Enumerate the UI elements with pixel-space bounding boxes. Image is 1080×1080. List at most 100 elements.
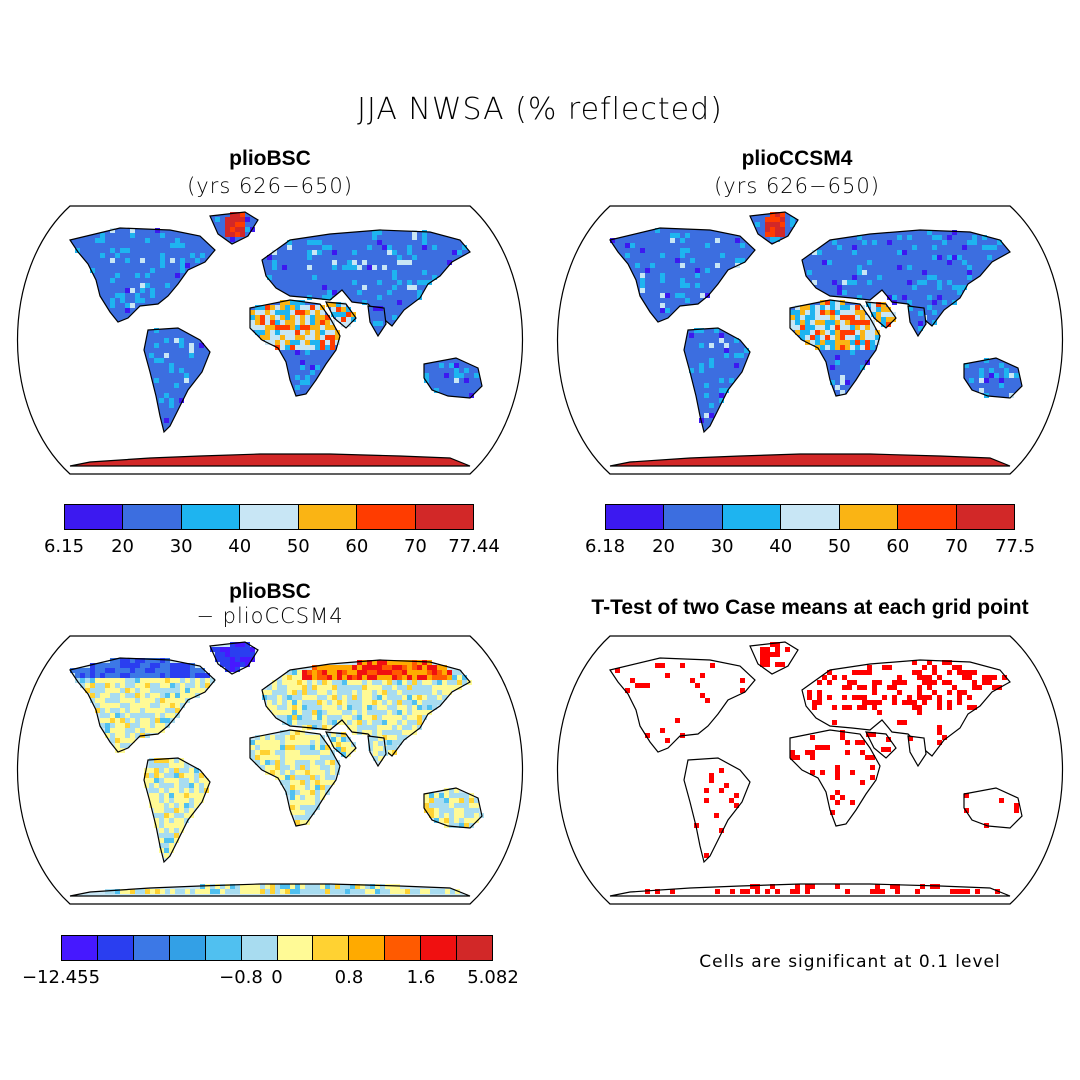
landmass-india xyxy=(908,736,926,766)
colorbar-plioCCSM4: 6.18 20 30 40 50 60 70 77.5 xyxy=(585,504,1035,557)
colorbar-tick-label: 77.44 xyxy=(448,536,500,557)
colorbar-swatch xyxy=(385,936,422,960)
colorbar-tick-label: 20 xyxy=(111,536,135,557)
coastline xyxy=(801,659,1011,757)
panel1-title: plioBSC xyxy=(229,147,311,170)
map-plioBSC xyxy=(17,205,523,475)
coastline xyxy=(609,657,756,753)
landmass-australia xyxy=(964,788,1022,828)
colorbar-swatch xyxy=(133,936,170,960)
map-field xyxy=(557,206,1063,474)
coastline xyxy=(683,757,751,864)
colorbar-swatch xyxy=(181,505,241,529)
colorbar-swatch xyxy=(97,936,134,960)
coastline xyxy=(69,883,471,897)
coastline xyxy=(367,305,387,338)
coastline xyxy=(683,327,751,434)
colorbar-swatch xyxy=(839,505,899,529)
colorbar-swatch xyxy=(357,505,416,529)
colorbar-swatches xyxy=(605,504,1015,530)
coastline xyxy=(749,211,799,245)
coastline xyxy=(864,301,897,329)
colorbar-swatch xyxy=(956,505,1014,529)
coastline xyxy=(789,299,881,397)
colorbar-tick-label: 60 xyxy=(345,536,369,557)
colorbar-tick-label: 70 xyxy=(403,536,427,557)
panel4-title: T-Test of two Case means at each grid po… xyxy=(591,596,1029,619)
coastline xyxy=(249,729,341,827)
colorbar-tick-label: 77.5 xyxy=(994,536,1036,557)
coastline xyxy=(69,453,471,467)
colorbar-tick-label: 0.8 xyxy=(334,967,364,988)
colorbar-tick-label: 40 xyxy=(228,536,252,557)
colorbar-tick-label: 1.6 xyxy=(406,967,436,988)
colorbar-swatch xyxy=(240,505,299,529)
coastline xyxy=(609,227,756,323)
colorbar-swatch xyxy=(664,505,723,529)
landmass-northAmerica xyxy=(610,658,755,752)
colorbar-swatch xyxy=(123,505,182,529)
map-field xyxy=(17,206,523,474)
coastline xyxy=(789,729,881,827)
colorbar-tick-label: −12.455 xyxy=(21,967,101,988)
colorbar-swatch xyxy=(65,505,124,529)
coastline xyxy=(143,757,211,864)
coastline xyxy=(69,657,216,753)
map-plioCCSM4 xyxy=(557,205,1063,475)
colorbar-tick-label: 20 xyxy=(652,536,676,557)
coastline xyxy=(609,883,1011,897)
coastline xyxy=(801,229,1011,327)
coastline xyxy=(261,229,471,327)
coastline xyxy=(423,357,483,399)
landmass-antarctica xyxy=(70,454,470,466)
colorbar-swatch xyxy=(313,936,350,960)
colorbar-swatch xyxy=(169,936,206,960)
colorbar-swatch xyxy=(457,936,493,960)
colorbar-tick-label: 50 xyxy=(827,536,851,557)
colorbar-tick-label: −0.8 xyxy=(219,967,263,988)
landmass-antarctica xyxy=(610,454,1010,466)
coastline xyxy=(907,735,927,768)
colorbar-swatch xyxy=(349,936,386,960)
colorbar-swatch xyxy=(205,936,242,960)
coastline xyxy=(423,787,483,829)
colorbar-tick-label: 6.18 xyxy=(584,536,626,557)
coastline xyxy=(963,357,1023,399)
coastline xyxy=(907,305,927,338)
colorbar-swatch xyxy=(241,936,278,960)
colorbar-swatches xyxy=(64,504,474,530)
figure-title: JJA NWSA (% reflected) xyxy=(357,92,723,127)
panel3-title: plioBSC xyxy=(229,580,311,603)
map-frame xyxy=(557,635,1063,905)
coastline xyxy=(749,641,799,675)
map-frame xyxy=(557,205,1063,475)
colorbar-plioBSC: 6.15 20 30 40 50 60 70 77.44 xyxy=(44,504,500,557)
colorbar-tick-label: 0 xyxy=(271,967,283,988)
colorbar-swatches xyxy=(61,935,493,961)
colorbar-tick-label: 50 xyxy=(286,536,310,557)
panel3-subtitle: − plioCCSM4 xyxy=(196,604,344,628)
colorbar-swatch xyxy=(606,505,665,529)
coastline xyxy=(249,299,341,397)
landmass-northAmerica xyxy=(70,228,215,322)
colorbar-tick-label: 30 xyxy=(169,536,193,557)
colorbar-swatch xyxy=(781,505,840,529)
colorbar-swatch xyxy=(898,505,957,529)
colorbar-swatch xyxy=(415,505,473,529)
coastline xyxy=(209,641,259,675)
panel2-subtitle: (yrs 626−650) xyxy=(714,174,880,198)
colorbar-swatch xyxy=(421,936,458,960)
coastline xyxy=(143,327,211,434)
colorbar-swatch xyxy=(277,936,314,960)
map-field xyxy=(17,636,523,904)
landmass-southAmerica xyxy=(684,758,750,862)
colorbar-difference: −12.455 −0.8 0 0.8 1.6 5.082 xyxy=(22,935,519,988)
coastline xyxy=(963,787,1023,829)
panel1-subtitle: (yrs 626−650) xyxy=(187,174,353,198)
colorbar-tick-label: 30 xyxy=(710,536,734,557)
map-field xyxy=(557,636,1063,904)
landmass-southAmerica xyxy=(684,328,750,432)
colorbar-tick-label: 70 xyxy=(944,536,968,557)
map-difference xyxy=(17,635,523,905)
coastline xyxy=(209,211,259,245)
